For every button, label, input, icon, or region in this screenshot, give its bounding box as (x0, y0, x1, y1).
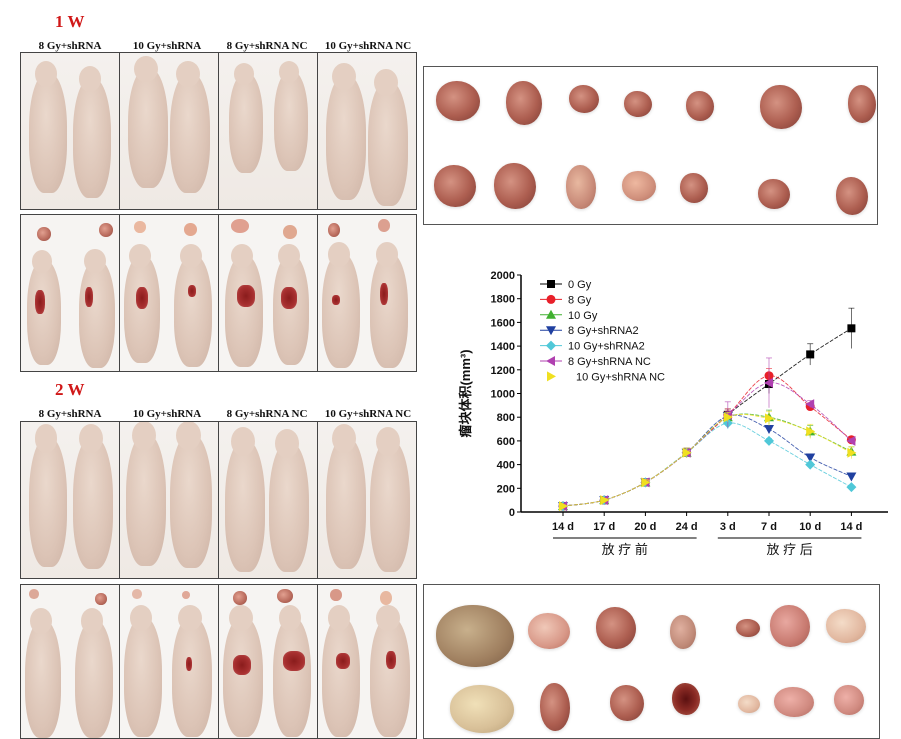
group-label-2w-3: 8 Gy+shRNA NC (226, 408, 308, 420)
data-point (846, 435, 856, 446)
legend-item: 0 Gy (540, 279, 592, 291)
legend-label: 8 Gy (568, 294, 592, 306)
tumor-photo-2w (423, 584, 880, 739)
series-line (562, 382, 852, 507)
photo-1w-mice-3 (218, 52, 318, 210)
y-tick-label: 800 (497, 412, 515, 424)
data-point (846, 472, 857, 482)
legend-label: 10 Gy+shRNA NC (576, 371, 665, 383)
photo-2w-mice-3 (218, 421, 318, 579)
tumor-volume-chart: 0 200 400 600 800 1000 1200 1400 1600 1800 2000 14 … (458, 270, 888, 557)
photo-1w-dissected-2 (119, 214, 219, 372)
photo-1w-mice-1 (20, 52, 120, 210)
legend-marker (547, 371, 556, 382)
y-tick-label: 400 (497, 460, 515, 472)
photo-1w-mice-4 (317, 52, 417, 210)
legend-marker (546, 356, 555, 366)
photo-2w-dissected-1 (20, 584, 120, 739)
y-tick-label: 1200 (491, 365, 515, 377)
series-10-gy (558, 409, 857, 511)
data-point (805, 459, 816, 470)
x-tick-label: 20 d (634, 521, 656, 533)
legend-label: 10 Gy (568, 310, 598, 322)
data-point (806, 426, 816, 437)
photo-1w-dissected-3 (218, 214, 318, 372)
data-point (723, 412, 733, 423)
data-point (641, 477, 651, 488)
group-label-1w-1: 8 Gy+shRNA (38, 40, 102, 52)
x-tick-label: 7 d (761, 521, 777, 533)
x-tick-label: 3 d (720, 521, 736, 533)
legend-item: 10 Gy+shRNA NC (547, 371, 665, 383)
tumor-photo-1w (423, 66, 878, 225)
legend-label: 10 Gy+shRNA2 (568, 341, 645, 353)
week-2-label: 2 W (55, 380, 85, 399)
data-point (847, 447, 857, 458)
y-axis-label: 瘤块体积(mm³) (458, 349, 473, 437)
group-label-2w-4: 10 Gy+shRNA NC (324, 408, 412, 420)
data-point (764, 435, 774, 446)
group-label-1w-3: 8 Gy+shRNA NC (226, 40, 308, 52)
y-tick-label: 600 (497, 436, 515, 448)
photo-2w-mice-2 (119, 421, 219, 579)
photo-2w-mice-1 (20, 421, 120, 579)
x-group-label: 放 疗 后 (766, 542, 812, 557)
data-point (847, 324, 856, 333)
x-tick-label: 14 d (840, 521, 862, 533)
data-point (600, 495, 610, 506)
group-label-2w-2: 10 Gy+shRNA (132, 408, 202, 420)
data-point (805, 453, 816, 463)
y-tick-label: 1400 (491, 341, 515, 353)
x-group-label: 放 疗 前 (602, 542, 648, 557)
week-1-label: 1 W (55, 12, 85, 31)
photo-1w-dissected-4 (317, 214, 417, 372)
photo-2w-dissected-4 (317, 584, 417, 739)
legend-item: 10 Gy+shRNA2 (540, 340, 645, 353)
legend-marker (546, 340, 556, 351)
x-tick-label: 24 d (676, 521, 698, 533)
photo-2w-mice-4 (317, 421, 417, 579)
data-point (764, 377, 773, 388)
x-tick-label: 10 d (799, 521, 821, 533)
photo-1w-dissected-1 (20, 214, 120, 372)
legend-marker (547, 280, 555, 288)
legend-marker (546, 309, 556, 319)
data-point (559, 501, 568, 512)
photo-2w-dissected-3 (218, 584, 318, 739)
legend-marker (546, 294, 556, 304)
legend-label: 8 Gy+shRNA NC (568, 356, 651, 368)
y-tick-label: 1600 (491, 317, 515, 329)
x-tick-label: 14 d (552, 521, 574, 533)
y-tick-label: 200 (497, 483, 515, 495)
data-point (764, 425, 774, 435)
legend-item: 8 Gy+shRNA NC (540, 356, 651, 368)
y-tick-label: 2000 (491, 270, 515, 282)
y-tick-label: 1800 (491, 294, 515, 306)
group-label-1w-4: 10 Gy+shRNA NC (324, 40, 412, 52)
data-point (682, 447, 692, 458)
series-line (562, 375, 852, 507)
x-tick-label: 17 d (593, 521, 615, 533)
photo-2w-dissected-2 (119, 584, 219, 739)
data-point (765, 413, 774, 424)
y-tick-label: 0 (509, 507, 515, 519)
group-label-1w-2: 10 Gy+shRNA (132, 40, 202, 52)
legend-item: 8 Gy (540, 294, 592, 306)
legend-label: 0 Gy (568, 279, 592, 291)
data-point (846, 482, 857, 493)
legend-marker (546, 326, 556, 336)
legend-label: 8 Gy+shRNA2 (568, 325, 639, 337)
y-tick-label: 1000 (491, 389, 515, 401)
data-point (806, 350, 815, 359)
legend-item: 10 Gy (540, 309, 598, 322)
group-label-2w-1: 8 Gy+shRNA (38, 408, 102, 420)
series-8-gy (558, 368, 856, 511)
series-10-gy-shrna-nc (559, 410, 857, 512)
photo-1w-mice-2 (119, 52, 219, 210)
data-point (805, 399, 815, 410)
legend-item: 8 Gy+shRNA2 (540, 325, 639, 337)
series-line (562, 413, 852, 507)
